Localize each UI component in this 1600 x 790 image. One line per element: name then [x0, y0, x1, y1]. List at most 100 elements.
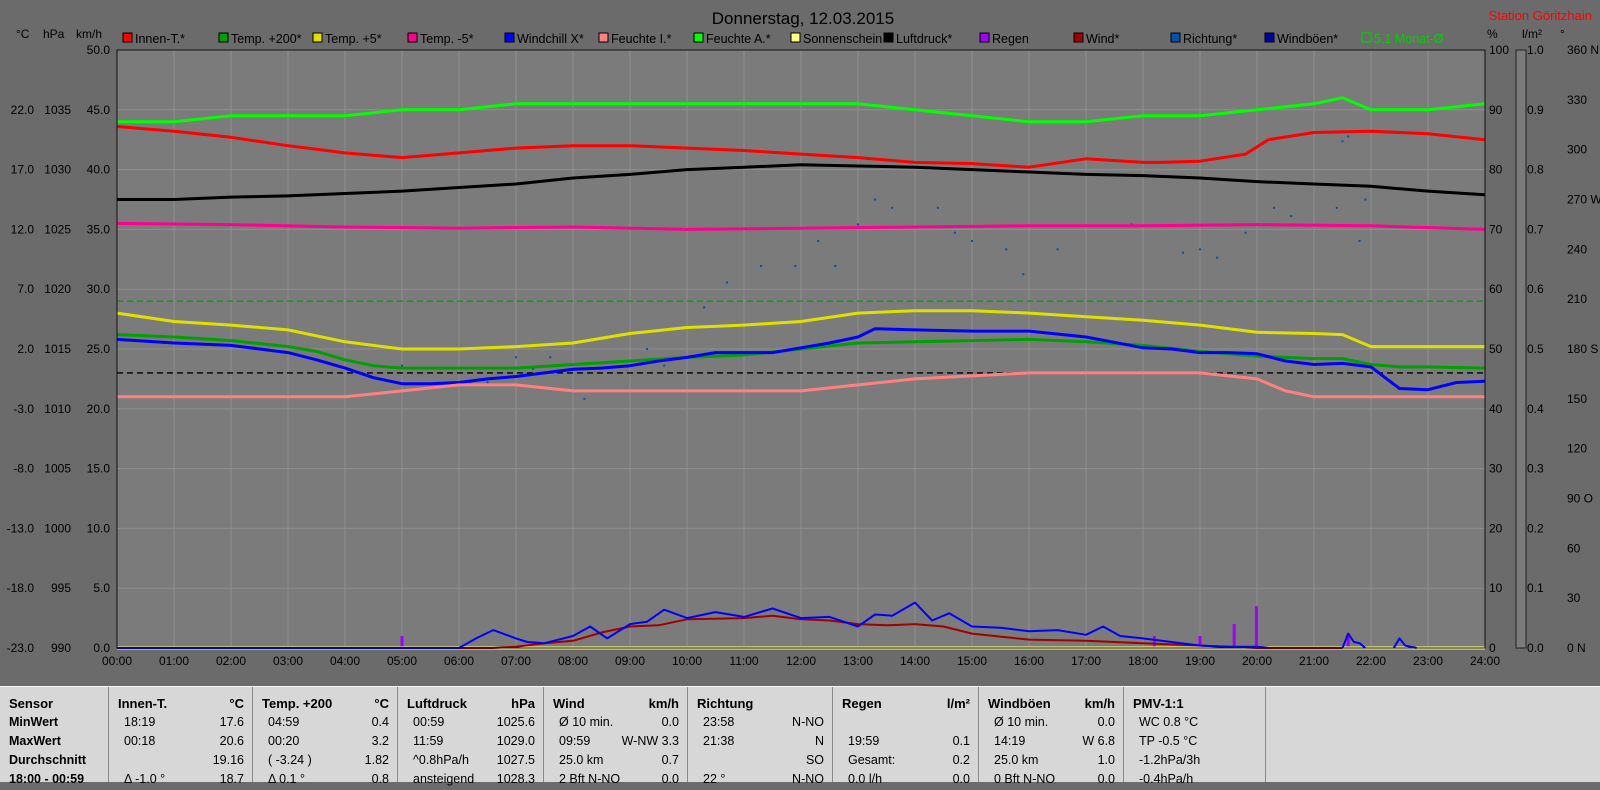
stats-section-empty — [1265, 687, 1600, 782]
temp-tick-label: -18.0 — [7, 581, 35, 595]
series-line-windchill-x — [116, 327, 1486, 392]
stats-label: 09:59 — [559, 734, 591, 748]
stats-section-innen-t: Innen-T. °C 18:19 17.6 00:18 20.6 19.16 Δ -1.0 … — [108, 687, 252, 786]
direction-tick-label: 360 N — [1567, 43, 1599, 57]
temp-tick-label: -23.0 — [7, 641, 35, 655]
legend-swatch — [598, 32, 609, 43]
stats-label: 22 ° — [703, 772, 726, 786]
series-line-luftdruck — [117, 163, 1486, 201]
direction-tick-label: 300 — [1567, 143, 1587, 157]
x-tick-label: 23:00 — [1413, 654, 1443, 668]
legend-swatch — [218, 32, 229, 43]
series-line-windb-en-23-45 — [1392, 637, 1417, 649]
stats-header: Windböen — [988, 696, 1051, 711]
stats-value: 0.8 — [371, 772, 389, 786]
direction-point — [1358, 240, 1361, 243]
x-tick-label: 21:00 — [1299, 654, 1329, 668]
stats-unit: km/h — [648, 696, 679, 711]
direction-tick-label: 30 — [1567, 591, 1581, 605]
x-tick-label: 11:00 — [729, 654, 758, 668]
stats-row: ^0.8hPa/h 1027.5 — [407, 753, 535, 771]
stats-row — [1275, 753, 1592, 771]
stats-label: 0 Bft N-NO — [994, 772, 1056, 786]
direction-point — [1216, 256, 1219, 259]
direction-tick-label: 270 W — [1567, 193, 1600, 207]
stats-row: 19.16 — [118, 753, 244, 771]
humidity-tick-label: 80 — [1489, 163, 1503, 177]
stats-label: Durchschnitt — [9, 753, 87, 767]
x-tick-label: 16:00 — [1014, 654, 1044, 668]
temp-tick-label: 12.0 — [11, 222, 35, 236]
legend-label: Temp. +200* — [231, 32, 302, 46]
direction-point — [1335, 206, 1338, 209]
direction-tick-label: 150 — [1567, 392, 1587, 406]
direction-point — [874, 198, 877, 201]
direction-point — [1341, 140, 1344, 143]
speed-tick-label: 15.0 — [87, 462, 111, 476]
legend-swatch — [504, 32, 515, 43]
stats-row: Δ -1.0 ° 18.7 — [118, 772, 244, 790]
stats-row: Gesamt: 0.2 — [842, 753, 970, 771]
rain-tick-label: 0.1 — [1527, 581, 1544, 595]
pressure-tick-label: 990 — [51, 641, 71, 655]
speed-tick-label: 10.0 — [87, 521, 111, 535]
direction-point — [583, 397, 586, 400]
direction-point — [834, 264, 837, 267]
stats-row: MinWert — [9, 715, 100, 733]
humidity-tick-label: 10 — [1489, 581, 1503, 595]
stats-row: -0.4hPa/h — [1133, 772, 1257, 790]
stats-label: 00:18 — [124, 734, 156, 748]
rain-tick-label: 0.2 — [1527, 521, 1544, 535]
x-tick-label: 15:00 — [957, 654, 987, 668]
stats-row: WC 0.8 °C — [1133, 715, 1257, 733]
stats-row: ( -3.24 ) 1.82 — [262, 753, 389, 771]
direction-point — [1347, 135, 1350, 138]
rain-bar — [1152, 636, 1156, 648]
humidity-tick-label: 70 — [1489, 222, 1503, 236]
x-tick-label: 00:00 — [102, 654, 132, 668]
x-tick-label: 06:00 — [444, 654, 474, 668]
stats-value: 0.4 — [371, 715, 389, 729]
speed-tick-label: 20.0 — [87, 402, 111, 416]
stats-row: 23:58 N-NO — [697, 715, 824, 733]
direction-tick-label: 60 — [1567, 541, 1581, 555]
legend-swatch — [693, 32, 704, 43]
stats-row: 00:20 3.2 — [262, 734, 389, 752]
direction-point — [760, 264, 763, 267]
stats-label: 04:59 — [268, 715, 300, 729]
x-tick-label: 19:00 — [1185, 654, 1215, 668]
legend-swatch — [1170, 32, 1181, 43]
direction-point — [401, 364, 403, 367]
stats-value: 0.0 — [661, 772, 679, 786]
rain-axis-header: l/m² — [1522, 27, 1542, 41]
direction-tick-label: 90 O — [1567, 492, 1593, 506]
speed-tick-label: 30.0 — [87, 282, 111, 296]
rain-bar — [1198, 636, 1202, 648]
stats-row: TP -0.5 °C — [1133, 734, 1257, 752]
stats-label: ansteigend — [413, 772, 475, 786]
stats-value: 3.2 — [371, 734, 389, 748]
legend: Innen-T.* Temp. +200* Temp. +5* Temp. -5* Wi… — [135, 32, 1444, 46]
stats-value: 0.7 — [661, 753, 679, 767]
stats-row: 04:59 0.4 — [262, 715, 389, 733]
legend-swatch — [790, 32, 801, 43]
temp-tick-label: -8.0 — [13, 462, 34, 476]
stats-value: W 6.8 — [1082, 734, 1115, 748]
direction-point — [857, 223, 859, 226]
stats-label: Ø 10 min. — [559, 715, 614, 729]
stats-label: 25.0 km — [994, 753, 1039, 767]
stats-row: 22 ° N-NO — [697, 772, 824, 790]
direction-point — [1364, 198, 1367, 201]
legend-swatch — [407, 32, 418, 43]
legend-label: Wind* — [1086, 32, 1119, 46]
legend-label: Luftdruck* — [896, 32, 952, 46]
direction-point — [1290, 215, 1293, 218]
direction-tick-label: 180 S — [1567, 342, 1598, 356]
temp-tick-label: 22.0 — [11, 103, 35, 117]
stats-row: MaxWert — [9, 734, 100, 752]
direction-point — [1244, 231, 1247, 234]
stats-row — [842, 715, 970, 733]
stats-value: 0.2 — [952, 753, 970, 767]
stats-label: -0.4hPa/h — [1139, 772, 1194, 786]
speed-tick-label: 50.0 — [87, 43, 111, 57]
